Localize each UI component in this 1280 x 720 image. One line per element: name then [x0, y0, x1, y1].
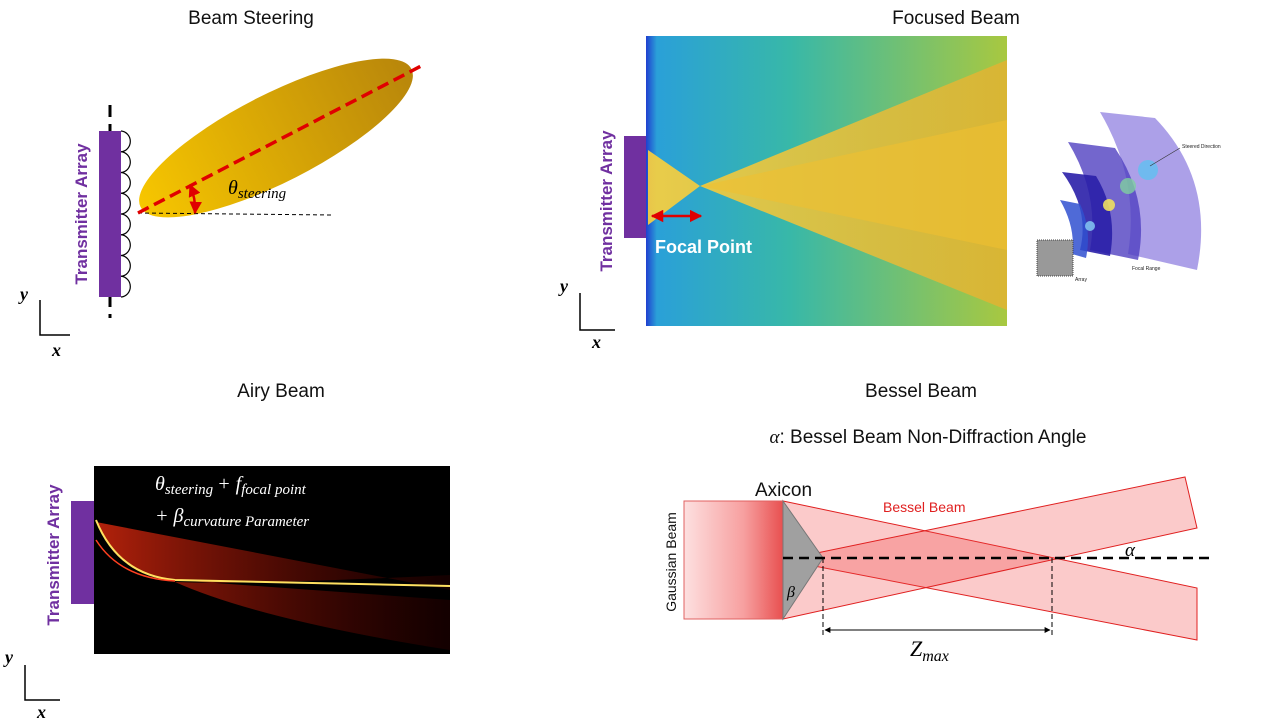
axicon-label: Axicon: [755, 480, 812, 501]
formula-line: + βcurvature Parameter: [155, 505, 309, 530]
inset-figure: Steered Direction Focal Range Array: [1036, 112, 1221, 283]
array-label: Transmitter Array: [72, 143, 91, 285]
axes: [24, 665, 60, 701]
inset-label: Focal Range: [1132, 266, 1161, 272]
airy-main-lobe: [95, 519, 451, 587]
angle-arc: [188, 183, 202, 215]
reference-line: [137, 212, 333, 216]
angle-label: θsteering: [228, 177, 287, 202]
axes: [39, 300, 70, 336]
wavefronts: [120, 130, 131, 298]
zmax-label: Zmax: [910, 636, 949, 665]
axis-x: x: [591, 332, 601, 352]
airy-beam-panel: Airy Beam θsteering + ffocal point + βcur…: [3, 381, 451, 720]
axis-x: x: [51, 340, 61, 360]
gaussian-beam: [683, 500, 784, 620]
caption: α: Bessel Beam Non-Diffraction Angle: [770, 427, 1087, 448]
array-label: Transmitter Array: [597, 130, 616, 272]
panel-title: Airy Beam: [237, 381, 325, 402]
axis-x: x: [36, 702, 46, 720]
gaussian-label: Gaussian Beam: [663, 512, 679, 612]
inset-label: Array: [1075, 277, 1087, 283]
airy-side-lobe: [95, 539, 176, 582]
axes: [579, 293, 615, 331]
bessel-label: Bessel Beam: [883, 499, 965, 515]
formula-line: θsteering + ffocal point: [155, 473, 307, 498]
axis-y: y: [558, 276, 569, 296]
bessel-beam-panel: Bessel Beam α: Bessel Beam Non-Diffracti…: [663, 381, 1215, 665]
beam-steering-panel: Beam Steering θsteering Transmitter Arra…: [18, 8, 426, 360]
beta-label: β: [786, 584, 795, 601]
panel-title: Beam Steering: [188, 8, 314, 29]
transmitter-array: [99, 131, 121, 297]
axis-y: y: [18, 284, 29, 304]
focused-beam-panel: Focused Beam Focal Point Transmitter Arr…: [558, 8, 1221, 352]
alpha-label: α: [1125, 540, 1136, 561]
array-label: Transmitter Array: [44, 484, 63, 626]
airy-lobes: [96, 522, 450, 650]
inset-label: Steered Direction: [1182, 144, 1221, 150]
axis-y: y: [3, 647, 14, 667]
panel-title: Focused Beam: [892, 8, 1020, 29]
focal-label: Focal Point: [655, 237, 752, 257]
focus-core: [700, 120, 1007, 250]
transmitter-array: [624, 136, 646, 238]
panel-title: Bessel Beam: [865, 381, 977, 402]
axicon: [782, 499, 824, 621]
transmitter-array: [71, 501, 94, 604]
